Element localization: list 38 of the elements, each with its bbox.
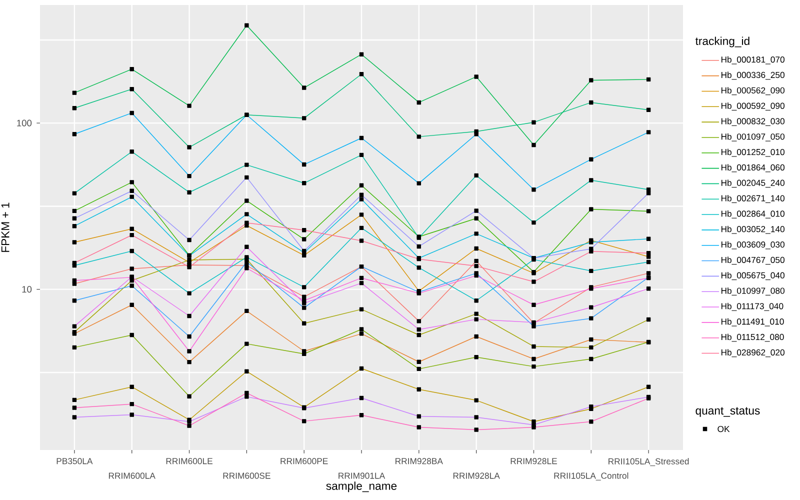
x-tick-label: RRIM600LE [166, 458, 212, 464]
x-tick-label: RRIM928LE [510, 458, 557, 464]
legend-label: Hb_001252_010 [721, 148, 784, 157]
legend-label: Hb_028962_020 [721, 349, 784, 358]
legend-label: Hb_011491_010 [721, 318, 784, 326]
legend-label: Hb_003609_030 [721, 241, 784, 250]
x-tick-label: RRIM928BA [396, 458, 443, 464]
legend-label: Hb_011512_080 [721, 334, 784, 342]
y-tick-label: 10 [22, 286, 32, 293]
x-axis-title: sample_name [326, 482, 397, 492]
legend-label: Hb_000562_090 [721, 87, 784, 96]
x-tick-label: RRIM928LA [453, 472, 500, 479]
y-axis-title: FPKM + 1 [1, 202, 10, 252]
y-tick-label: 100 [17, 120, 32, 126]
legend-label: Hb_000832_030 [721, 118, 784, 126]
legend-label: Hb_001097_050 [721, 133, 784, 142]
x-tick-label: RRIM600LA [108, 472, 156, 479]
legend-label: Hb_000592_090 [721, 102, 784, 110]
x-tick-label: PB350LA [56, 458, 93, 464]
legend-title: tracking_id [695, 36, 750, 48]
legend-label: Hb_010997_080 [721, 287, 784, 296]
legend-label: Hb_011173_040 [721, 302, 784, 311]
x-tick-label: RRIM600PE [280, 458, 328, 464]
x-tick-label: RRII105LA_Control [554, 472, 628, 480]
text: quant_status [696, 407, 760, 417]
x-tick-label: RRIM600SE [223, 472, 270, 479]
legend-label: Hb_001864_060 [721, 164, 784, 172]
legend-label: Hb_002864_010 [721, 210, 784, 218]
legend-label: Hb_002671_140 [721, 194, 784, 203]
legend-label: Hb_005675_040 [721, 272, 784, 280]
text: OK [718, 426, 730, 432]
legend-label: Hb_000181_070 [721, 56, 784, 64]
legend-label: Hb_003052_140 [721, 226, 784, 234]
legend-label: Hb_004767_050 [721, 256, 784, 265]
legend-label: Hb_000336_250 [721, 72, 784, 80]
legend-label: Hb_002045_240 [721, 180, 784, 188]
x-tick-label: RRII105LA_Stressed [608, 458, 689, 466]
x-tick-label: RRIM901LA [338, 472, 386, 479]
